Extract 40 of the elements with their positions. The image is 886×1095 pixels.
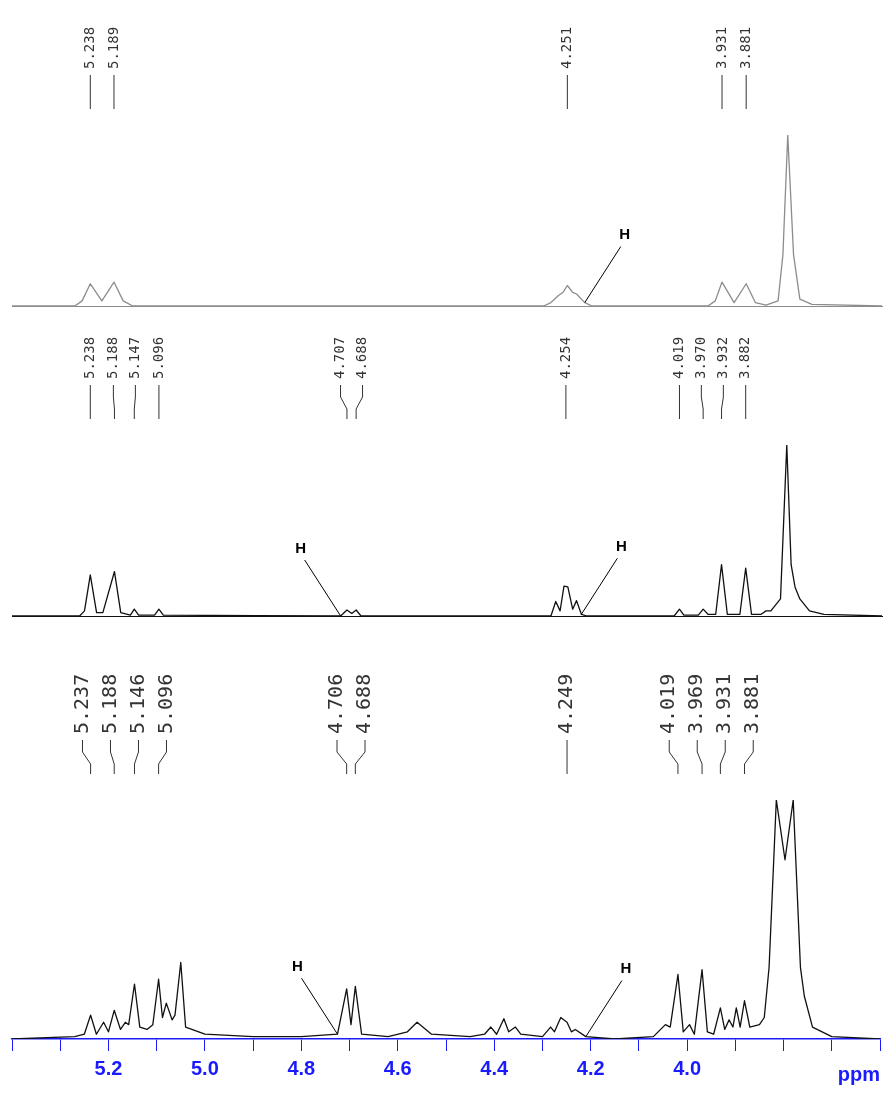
annotation: 3.932 <box>713 336 730 379</box>
x-axis-title: ppm <box>837 1062 880 1085</box>
x-tick-label: 5.0 <box>190 1056 219 1079</box>
annotation: 3.882 <box>736 336 753 379</box>
annotation: 4.706 <box>323 673 348 734</box>
annotation: 3.931 <box>711 673 736 734</box>
annotation: 5.238 <box>80 336 97 379</box>
annotation: 5.096 <box>149 336 166 379</box>
x-tick-label: 4.4 <box>480 1056 509 1079</box>
annotation: 5.238 <box>80 26 97 69</box>
x-tick-label: 4.2 <box>576 1056 605 1079</box>
annotation: 3.970 <box>691 336 708 379</box>
annotation: 4.688 <box>351 673 376 734</box>
annotation: 3.931 <box>712 26 729 69</box>
annotation: 4.019 <box>670 336 687 379</box>
annotation: H <box>615 536 627 554</box>
annotation: 4.688 <box>353 336 370 379</box>
annotation: 5.146 <box>124 673 149 734</box>
annotation: 4.249 <box>553 673 578 734</box>
annotation: 5.147 <box>126 336 143 379</box>
annotation: H <box>292 956 303 974</box>
annotation: H <box>295 538 307 556</box>
annotation: 5.237 <box>68 673 93 734</box>
x-tick-label: 5.2 <box>94 1056 123 1079</box>
annotation: 4.254 <box>556 336 573 379</box>
annotation: H <box>620 959 632 977</box>
x-tick-label: 4.8 <box>287 1056 316 1079</box>
annotation: 5.188 <box>104 336 121 379</box>
annotation: 5.189 <box>104 26 121 69</box>
annotation: 4.707 <box>331 336 348 379</box>
annotation: 5.096 <box>152 673 177 734</box>
annotation: 4.251 <box>557 26 574 69</box>
annotation: 3.969 <box>683 673 708 734</box>
annotation: 3.881 <box>739 673 764 734</box>
annotation: 3.881 <box>736 26 753 69</box>
x-tick-label: 4.0 <box>673 1056 702 1079</box>
annotation: 5.188 <box>96 673 121 734</box>
annotation: H <box>619 225 631 243</box>
annotation: 4.019 <box>655 673 680 734</box>
x-tick-label: 4.6 <box>383 1056 412 1079</box>
